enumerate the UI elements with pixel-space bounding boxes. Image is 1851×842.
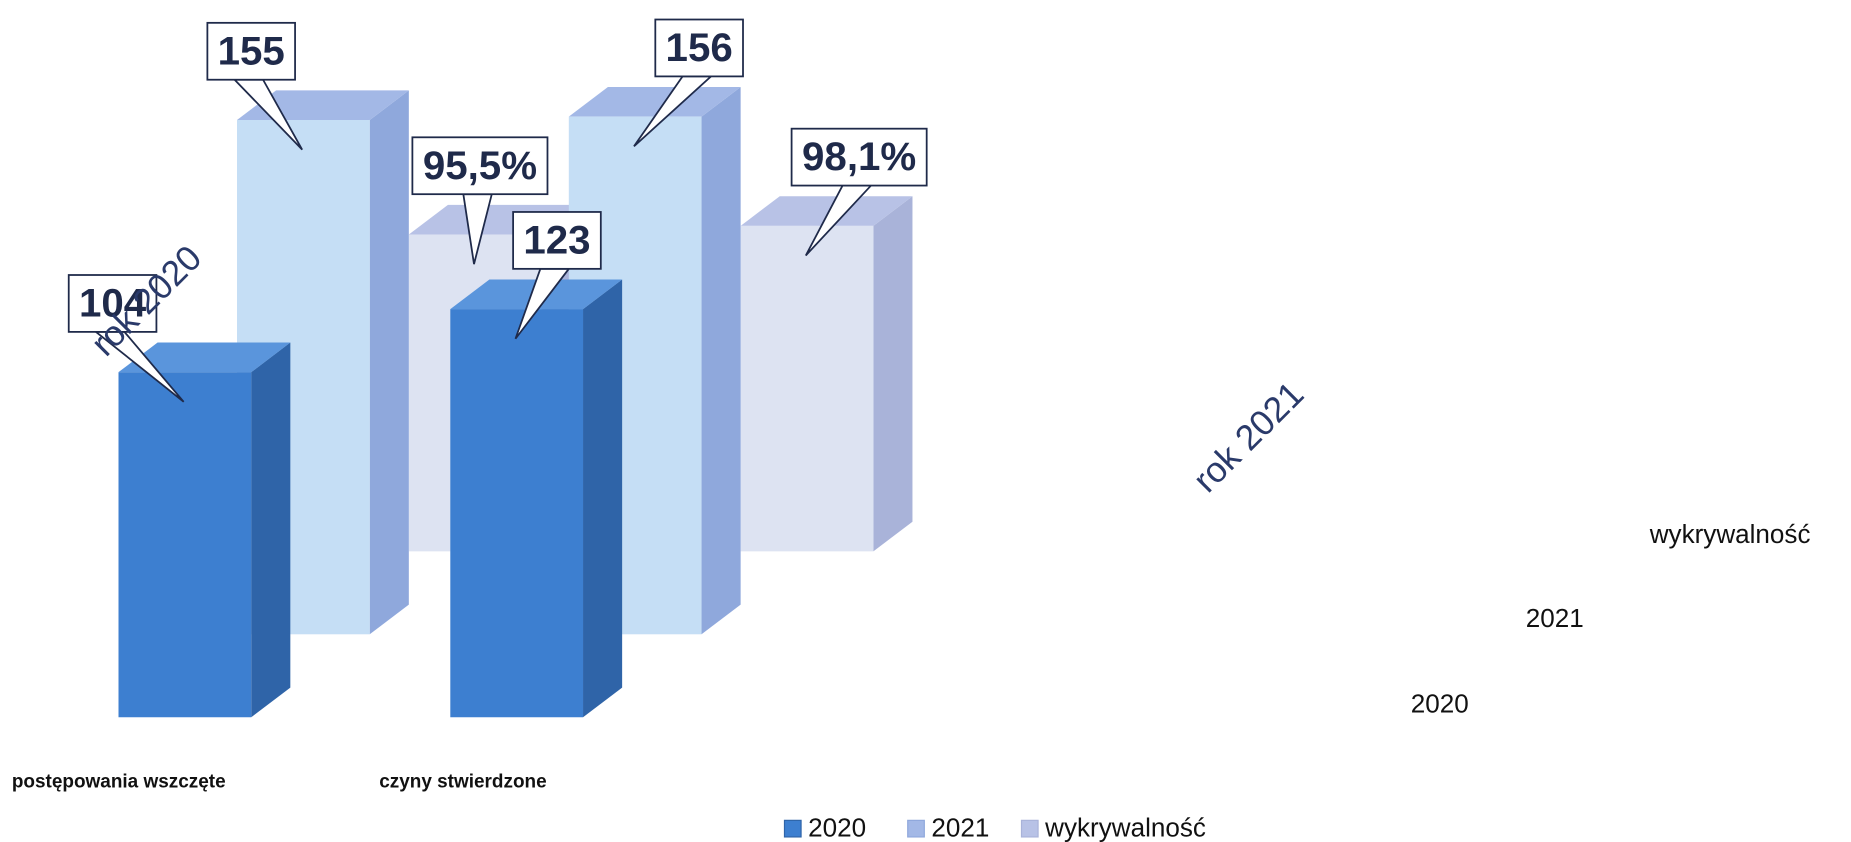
annotation: rok 2021: [1185, 374, 1311, 500]
legend-label: wykrywalność: [1044, 813, 1206, 842]
bar-3d: [740, 196, 913, 552]
data-label: 95,5%: [411, 136, 549, 265]
bar-side: [701, 87, 741, 635]
bar-3d: [450, 279, 623, 718]
bar-top: [568, 87, 741, 117]
data-label-text: 156: [666, 25, 733, 70]
label-box: [654, 18, 744, 78]
legend-swatch: [907, 819, 925, 838]
data-label: 155: [206, 21, 303, 151]
x-tick-label: postępowania wszczęte: [12, 771, 226, 792]
legend-swatch: [1020, 819, 1039, 838]
legend-label: 2020: [808, 813, 866, 842]
label-box: [206, 21, 296, 81]
x-tick-label: czyny stwierdzone: [379, 771, 546, 792]
data-label-text: 104: [79, 280, 147, 325]
legend-swatch: [783, 819, 802, 838]
label-box: [67, 274, 158, 333]
data-label-text: 123: [523, 217, 590, 262]
depth-axis-label: 2020: [1411, 688, 1469, 718]
data-label: 104: [67, 274, 185, 403]
depth-axis-label: 2021: [1526, 603, 1584, 633]
bar-side: [583, 279, 623, 718]
depth-axis-label: wykrywalność: [1649, 519, 1811, 549]
label-box: [512, 211, 602, 270]
data-label-text: 98,1%: [802, 134, 916, 179]
bar-3d: [118, 342, 291, 718]
bar-top: [118, 342, 291, 373]
data-label-text: 95,5%: [423, 143, 537, 188]
bar-side: [369, 90, 409, 635]
bar-top: [740, 196, 913, 226]
bar: [740, 225, 874, 552]
data-label: 123: [512, 211, 602, 340]
bar-side: [873, 196, 913, 552]
legend-label: 2021: [931, 813, 989, 842]
bar: [450, 309, 584, 718]
data-label: 98,1%: [790, 127, 928, 257]
label-box: [411, 136, 549, 196]
label-box: [790, 127, 928, 187]
data-label-text: 155: [218, 28, 285, 73]
bar: [118, 372, 252, 718]
data-label: 156: [633, 18, 744, 147]
bar-side: [251, 342, 291, 718]
